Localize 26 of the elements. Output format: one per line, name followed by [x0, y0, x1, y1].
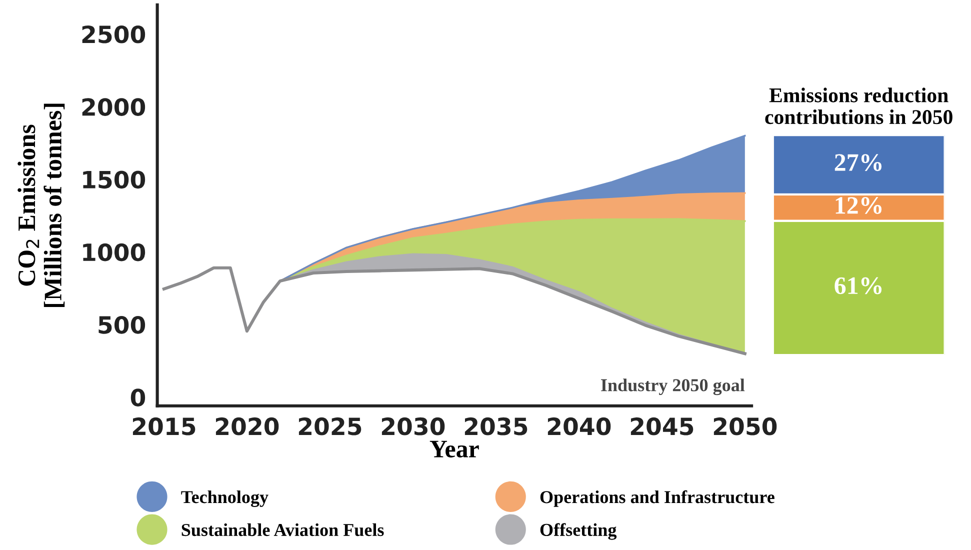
y-tick-label: 500: [98, 316, 146, 334]
data-label: 61%: [834, 277, 882, 294]
y-tick-label: 2500: [82, 25, 146, 44]
legend-label: Offsetting: [540, 523, 617, 540]
x-axis-title: Year: [430, 440, 479, 458]
x-tick-label: 2035: [464, 417, 528, 436]
x-tick-label: 2050: [714, 417, 777, 436]
x-tick-label: 2015: [132, 417, 196, 436]
x-tick-label: 2020: [216, 417, 279, 436]
x-tick-label: 2045: [630, 417, 694, 436]
y-tick-label: 1500: [83, 170, 146, 189]
x-tick-label: 2040: [548, 417, 611, 436]
legend-label: Operations and Infrastructure: [540, 490, 774, 507]
x-tick-label: 2030: [382, 417, 445, 436]
legend-label: Technology: [181, 490, 268, 508]
y-tick-label: 2000: [82, 98, 146, 116]
annotation: Industry 2050 goal: [601, 378, 745, 396]
y-tick-label: 0: [130, 388, 146, 406]
y-axis-title: CO$_{2}$ Emissions [Millions of tonnes]: [18, 104, 65, 308]
x-tick-label: 2025: [298, 417, 362, 436]
data-label: 12%: [836, 197, 882, 214]
line-series: [162, 266, 746, 356]
chart-title: Emissions reduction contributions in 2050: [765, 88, 952, 124]
data-label: 27%: [834, 154, 882, 172]
legend-label: Sustainable Aviation Fuels: [182, 523, 384, 536]
y-tick-label: 1000: [83, 243, 146, 262]
